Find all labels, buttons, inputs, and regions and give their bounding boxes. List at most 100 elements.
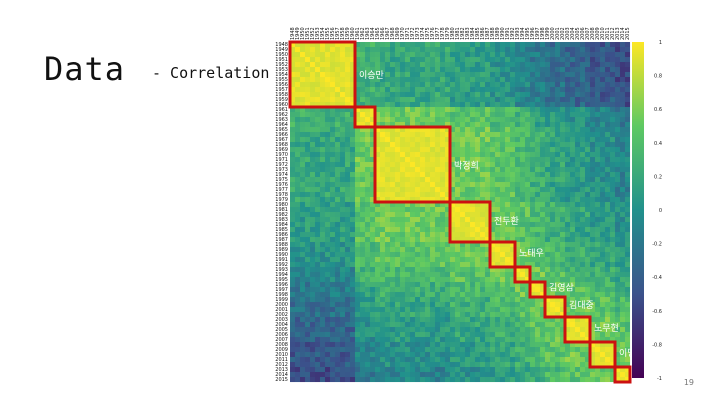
heatmap-cell [455,327,461,333]
heatmap-cell [585,207,591,213]
heatmap-cell [365,77,371,83]
heatmap-cell [455,42,461,48]
heatmap-cell [365,292,371,298]
heatmap-cell [315,127,321,133]
heatmap-cell [620,117,626,123]
heatmap-cell [410,182,416,188]
heatmap-cell [445,377,451,383]
heatmap-cell [320,147,326,153]
heatmap-cell [335,267,341,273]
heatmap-cell [455,357,461,363]
heatmap-cell [525,62,531,68]
heatmap-cell [385,337,391,343]
heatmap-cell [600,137,606,143]
heatmap-cell [615,337,621,343]
heatmap-cell [495,347,501,353]
heatmap-cell [530,147,536,153]
heatmap-cell [420,282,426,288]
heatmap-cell [580,127,586,133]
heatmap-cell [515,162,521,168]
heatmap-cell [460,292,466,298]
heatmap-cell [365,207,371,213]
heatmap-cell [555,257,561,263]
heatmap-cell [310,322,316,328]
heatmap-cell [335,207,341,213]
heatmap-cell [350,47,356,53]
heatmap-cell [550,42,556,48]
heatmap-cell [590,252,596,258]
heatmap-cell [605,262,611,268]
x-tick-label: 1988 [490,27,496,40]
heatmap-cell [460,237,466,243]
heatmap-cell [450,242,456,248]
heatmap-cell [605,297,611,303]
heatmap-cell [350,97,356,103]
heatmap-cell [330,287,336,293]
heatmap-cell [345,377,351,383]
heatmap-cell [305,292,311,298]
heatmap-cell [390,352,396,358]
heatmap-cell [615,237,621,243]
heatmap-cell [420,377,426,383]
heatmap-cell [580,162,586,168]
heatmap-cell [425,137,431,143]
heatmap-cell [445,317,451,323]
heatmap-cell [570,347,576,353]
heatmap-cell [365,272,371,278]
heatmap-cell [435,142,441,148]
heatmap-cell [385,87,391,93]
heatmap-cell [590,152,596,158]
heatmap-cell [555,122,561,128]
heatmap-cell [550,367,556,373]
heatmap-cell [310,92,316,98]
heatmap-cell [550,227,556,233]
heatmap-cell [495,342,501,348]
heatmap-cell [340,262,346,268]
heatmap-cell [455,302,461,308]
heatmap-cell [455,232,461,238]
heatmap-cell [375,182,381,188]
heatmap-cell [450,332,456,338]
heatmap-cell [420,137,426,143]
heatmap-cell [455,202,461,208]
heatmap-cell [575,167,581,173]
heatmap-cell [445,232,451,238]
heatmap-cell [330,252,336,258]
heatmap-cell [330,57,336,63]
heatmap-cell [565,287,571,293]
heatmap-cell [395,247,401,253]
heatmap-cell [430,107,436,113]
heatmap-cell [605,127,611,133]
heatmap-cell [440,377,446,383]
heatmap-cell [555,217,561,223]
heatmap-cell [560,72,566,78]
heatmap-cell [550,97,556,103]
heatmap-cell [440,202,446,208]
heatmap-cell [390,97,396,103]
heatmap-cell [435,147,441,153]
heatmap-cell [360,367,366,373]
heatmap-cell [535,102,541,108]
heatmap-cell [525,112,531,118]
heatmap-cell [350,277,356,283]
heatmap-cell [290,267,296,273]
heatmap-cell [420,312,426,318]
heatmap-cell [480,162,486,168]
heatmap-cell [455,222,461,228]
heatmap-cell [400,247,406,253]
heatmap-cell [535,47,541,53]
heatmap-cell [405,167,411,173]
heatmap-cell [495,212,501,218]
heatmap-cell [310,132,316,138]
heatmap-cell [340,207,346,213]
heatmap-cell [370,67,376,73]
heatmap-cell [445,57,451,63]
heatmap-cell [390,222,396,228]
heatmap-cell [495,282,501,288]
heatmap-cell [545,292,551,298]
heatmap-cell [415,167,421,173]
heatmap-cell [390,177,396,183]
heatmap-cell [295,197,301,203]
heatmap-cell [450,137,456,143]
heatmap-cell [540,332,546,338]
